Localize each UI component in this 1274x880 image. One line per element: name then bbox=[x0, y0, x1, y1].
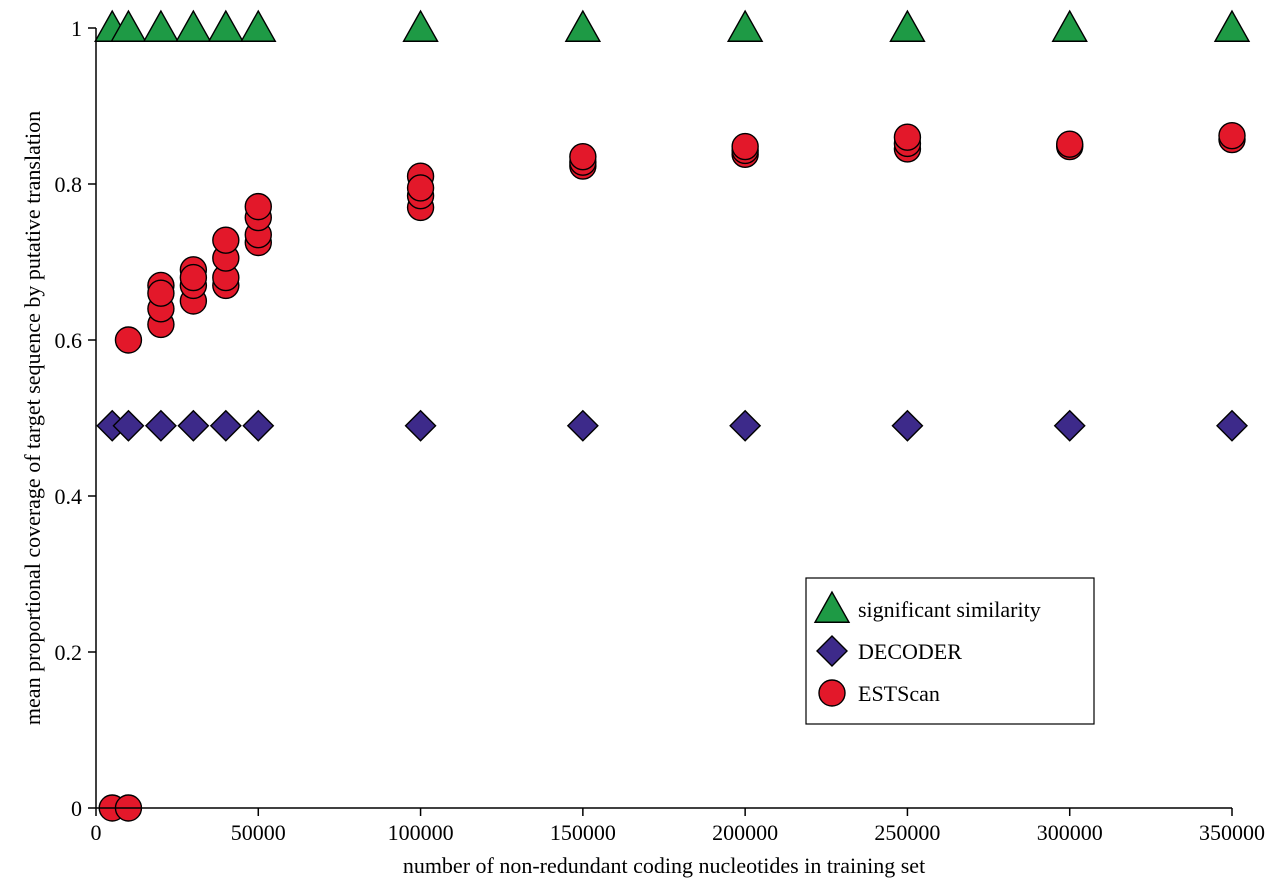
significant-similarity-point bbox=[110, 9, 147, 42]
y-tick-label: 1 bbox=[71, 16, 82, 41]
decoder-point bbox=[144, 409, 177, 442]
legend-box bbox=[805, 577, 1095, 725]
decoder-point bbox=[566, 409, 599, 442]
y-tick-label: 0.6 bbox=[55, 328, 83, 353]
y-ticks: 0 0.2 0.4 0.6 0.8 1 bbox=[55, 16, 96, 821]
estscan-point bbox=[179, 263, 208, 292]
estscan-point bbox=[569, 142, 597, 171]
x-tick-label: 0 bbox=[91, 820, 102, 845]
x-tick-label: 150000 bbox=[550, 820, 616, 845]
y-tick-label: 0.8 bbox=[55, 172, 83, 197]
significant-similarity-point bbox=[726, 9, 764, 42]
significant-similarity-point bbox=[142, 9, 180, 42]
significant-similarity-point bbox=[207, 9, 245, 42]
estscan-point bbox=[1056, 130, 1084, 158]
legend-label-estscan: ESTScan bbox=[858, 681, 940, 706]
x-tick-label: 300000 bbox=[1037, 820, 1103, 845]
x-tick-label: 350000 bbox=[1199, 820, 1265, 845]
legend-marker-estscan bbox=[818, 679, 846, 707]
decoder-point bbox=[1216, 409, 1248, 442]
y-tick-label: 0.2 bbox=[55, 640, 83, 665]
decoder-point bbox=[112, 409, 145, 442]
x-tick-label: 100000 bbox=[388, 820, 454, 845]
estscan-point bbox=[1218, 121, 1246, 150]
legend-label-significant-similarity: significant similarity bbox=[858, 597, 1041, 622]
decoder-point bbox=[891, 409, 924, 442]
decoder-point bbox=[729, 409, 762, 442]
legend-marker-significant-similarity bbox=[813, 590, 851, 623]
x-ticks: 0 50000 100000 150000 200000 250000 300000 3500… bbox=[91, 808, 1265, 845]
significant-similarity-point bbox=[889, 9, 926, 42]
estscan-point bbox=[406, 174, 435, 202]
x-tick-label: 250000 bbox=[874, 820, 940, 845]
significant-similarity-point bbox=[564, 9, 602, 42]
significant-similarity-point bbox=[1213, 9, 1251, 42]
plot-area bbox=[94, 9, 1251, 822]
estscan-point bbox=[212, 226, 240, 254]
significant-similarity-point bbox=[175, 9, 212, 42]
legend-label-decoder: DECODER bbox=[858, 639, 962, 664]
x-tick-label: 50000 bbox=[231, 820, 286, 845]
estscan-point bbox=[244, 192, 272, 221]
significant-similarity-point bbox=[240, 9, 277, 42]
legend: significant similarity DECODER ESTScan bbox=[805, 577, 1095, 725]
estscan-point bbox=[147, 279, 175, 307]
x-tick-label: 200000 bbox=[712, 820, 778, 845]
estscan-point bbox=[114, 326, 143, 354]
axes bbox=[95, 28, 1232, 809]
y-tick-label: 0 bbox=[71, 796, 82, 821]
y-tick-label: 0.4 bbox=[55, 484, 83, 509]
legend-marker-decoder bbox=[816, 635, 848, 667]
decoder-point bbox=[242, 409, 275, 442]
estscan-point bbox=[731, 132, 759, 161]
decoder-point bbox=[209, 409, 242, 442]
decoder-point bbox=[1053, 409, 1086, 442]
significant-similarity-point bbox=[402, 9, 439, 42]
estscan-point bbox=[893, 123, 922, 151]
decoder-point bbox=[177, 409, 210, 442]
significant-similarity-point bbox=[1051, 9, 1088, 42]
x-axis-title: number of non-redundant coding nucleotid… bbox=[403, 853, 925, 878]
decoder-point bbox=[404, 409, 437, 442]
y-axis-title: mean proportional coverage of target seq… bbox=[20, 111, 45, 725]
